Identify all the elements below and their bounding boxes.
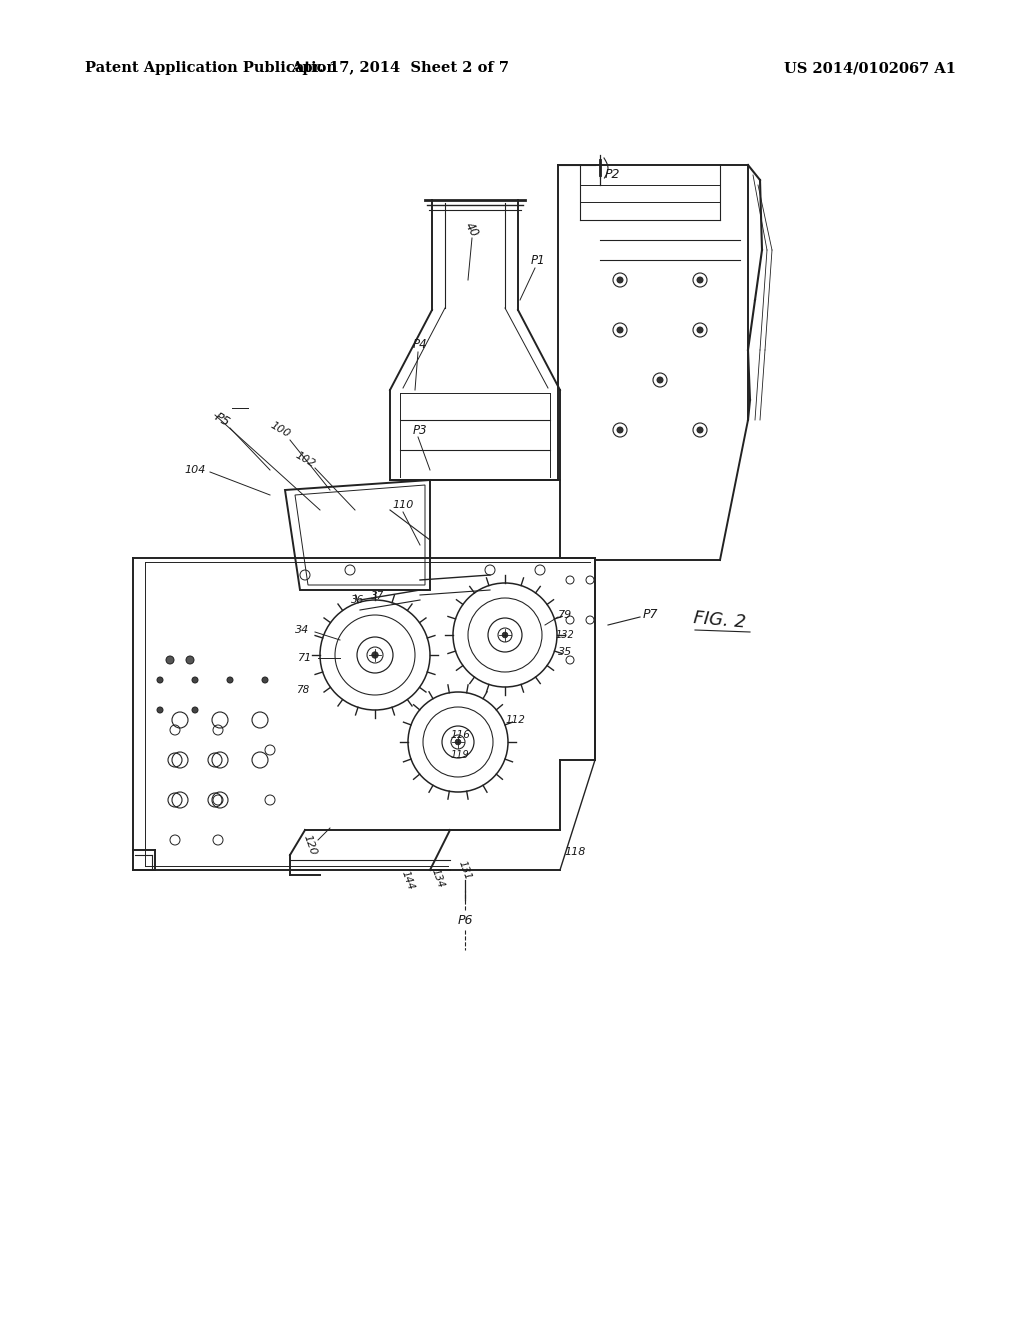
Text: Apr. 17, 2014  Sheet 2 of 7: Apr. 17, 2014 Sheet 2 of 7 — [291, 61, 509, 75]
Text: 131: 131 — [457, 859, 473, 880]
Text: 78: 78 — [296, 685, 309, 696]
Text: 100: 100 — [268, 420, 292, 440]
Text: 71: 71 — [298, 653, 312, 663]
Text: Patent Application Publication: Patent Application Publication — [85, 61, 337, 75]
Circle shape — [157, 708, 163, 713]
Text: P2: P2 — [604, 169, 620, 181]
Text: 132: 132 — [556, 630, 574, 640]
Text: 79: 79 — [558, 610, 572, 620]
Circle shape — [193, 677, 198, 682]
Text: 144: 144 — [400, 869, 416, 891]
Text: 119: 119 — [451, 750, 469, 760]
Text: 104: 104 — [184, 465, 206, 475]
Text: P4: P4 — [413, 338, 427, 351]
Text: 36: 36 — [351, 595, 365, 605]
Circle shape — [617, 277, 623, 282]
Text: 34: 34 — [295, 624, 309, 635]
Text: 116: 116 — [451, 730, 470, 741]
Circle shape — [697, 277, 703, 282]
Circle shape — [697, 426, 703, 433]
Circle shape — [193, 708, 198, 713]
Circle shape — [617, 327, 623, 333]
Text: P1: P1 — [530, 253, 546, 267]
Text: FIG. 2: FIG. 2 — [693, 609, 746, 631]
Circle shape — [262, 677, 268, 682]
Text: 40: 40 — [463, 220, 481, 240]
Circle shape — [166, 656, 174, 664]
Circle shape — [227, 677, 233, 682]
Text: 118: 118 — [564, 847, 586, 857]
Text: 120: 120 — [302, 833, 318, 857]
Circle shape — [451, 735, 465, 748]
Circle shape — [498, 628, 512, 642]
Text: US 2014/0102067 A1: US 2014/0102067 A1 — [784, 61, 956, 75]
Text: P7: P7 — [642, 609, 657, 622]
Circle shape — [617, 426, 623, 433]
Text: P6: P6 — [458, 913, 473, 927]
Circle shape — [157, 677, 163, 682]
Circle shape — [502, 632, 508, 638]
Text: P3: P3 — [413, 424, 427, 437]
Text: 35: 35 — [558, 647, 572, 657]
Text: 102: 102 — [293, 450, 316, 470]
Text: 134: 134 — [430, 867, 446, 890]
Text: P5: P5 — [212, 411, 232, 429]
Circle shape — [697, 327, 703, 333]
Text: 112: 112 — [505, 715, 525, 725]
Circle shape — [657, 378, 663, 383]
Text: 110: 110 — [392, 500, 414, 510]
Text: 37: 37 — [372, 591, 385, 601]
Circle shape — [372, 652, 378, 659]
Circle shape — [367, 647, 383, 663]
Circle shape — [456, 739, 461, 744]
Circle shape — [186, 656, 194, 664]
